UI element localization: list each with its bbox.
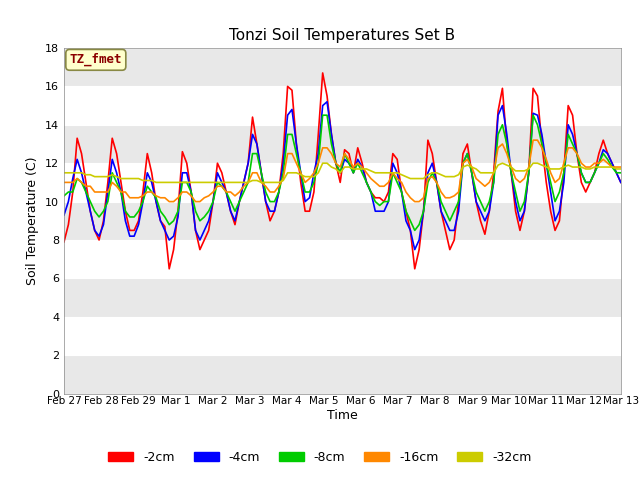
Bar — [64, 48, 621, 86]
Bar — [64, 240, 621, 278]
Bar — [64, 202, 621, 240]
X-axis label: Time: Time — [327, 409, 358, 422]
Bar — [64, 317, 621, 355]
Bar — [64, 278, 621, 317]
Bar — [64, 163, 621, 202]
Bar — [64, 355, 621, 394]
Text: TZ_fmet: TZ_fmet — [70, 53, 122, 67]
Y-axis label: Soil Temperature (C): Soil Temperature (C) — [26, 156, 40, 285]
Bar — [64, 125, 621, 163]
Bar — [64, 86, 621, 125]
Title: Tonzi Soil Temperatures Set B: Tonzi Soil Temperatures Set B — [229, 28, 456, 43]
Legend: -2cm, -4cm, -8cm, -16cm, -32cm: -2cm, -4cm, -8cm, -16cm, -32cm — [103, 446, 537, 469]
